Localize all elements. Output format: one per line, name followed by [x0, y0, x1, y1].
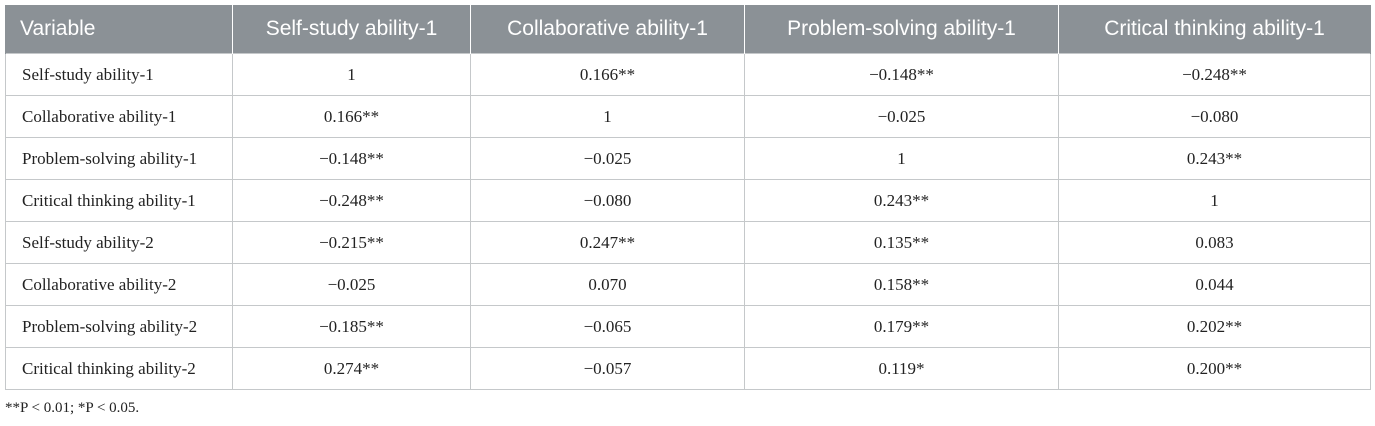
table-cell: −0.025: [470, 137, 745, 180]
table-cell: −0.025: [232, 263, 471, 306]
table-row: Problem-solving ability-1 −0.148** −0.02…: [5, 137, 1371, 180]
table-body: Self-study ability-1 1 0.166** −0.148** …: [5, 53, 1371, 390]
table-cell: 0.070: [470, 263, 745, 306]
table-cell: 1: [232, 53, 471, 96]
table-cell: 0.202**: [1058, 305, 1371, 348]
table-cell: 0.274**: [232, 347, 471, 390]
table-cell: −0.148**: [232, 137, 471, 180]
table-cell: −0.057: [470, 347, 745, 390]
row-label: Critical thinking ability-1: [5, 179, 233, 222]
table-cell: 0.166**: [470, 53, 745, 96]
table-cell: 1: [1058, 179, 1371, 222]
header-collaborative-ability-1: Collaborative ability-1: [470, 5, 745, 54]
table-cell: 0.044: [1058, 263, 1371, 306]
row-label: Problem-solving ability-1: [5, 137, 233, 180]
row-label: Collaborative ability-1: [5, 95, 233, 138]
row-label: Critical thinking ability-2: [5, 347, 233, 390]
table-cell: 1: [470, 95, 745, 138]
table-row: Critical thinking ability-1 −0.248** −0.…: [5, 179, 1371, 222]
table-cell: 0.179**: [744, 305, 1059, 348]
row-label: Self-study ability-2: [5, 221, 233, 264]
table-cell: −0.080: [470, 179, 745, 222]
header-row: Variable Self-study ability-1 Collaborat…: [5, 5, 1371, 54]
correlation-table-container: Variable Self-study ability-1 Collaborat…: [5, 5, 1371, 390]
table-cell: 0.119*: [744, 347, 1059, 390]
table-cell: 0.083: [1058, 221, 1371, 264]
table-cell: −0.025: [744, 95, 1059, 138]
table-cell: 0.135**: [744, 221, 1059, 264]
header-variable: Variable: [5, 5, 233, 54]
table-cell: 1: [744, 137, 1059, 180]
table-row: Problem-solving ability-2 −0.185** −0.06…: [5, 305, 1371, 348]
correlation-table: Variable Self-study ability-1 Collaborat…: [5, 5, 1371, 390]
table-cell: −0.148**: [744, 53, 1059, 96]
header-self-study-ability-1: Self-study ability-1: [232, 5, 471, 54]
table-row: Self-study ability-1 1 0.166** −0.148** …: [5, 53, 1371, 96]
table-cell: −0.248**: [1058, 53, 1371, 96]
table-cell: −0.080: [1058, 95, 1371, 138]
table-cell: −0.248**: [232, 179, 471, 222]
table-cell: −0.215**: [232, 221, 471, 264]
table-cell: 0.158**: [744, 263, 1059, 306]
header-critical-thinking-ability-1: Critical thinking ability-1: [1058, 5, 1371, 54]
table-row: Critical thinking ability-2 0.274** −0.0…: [5, 347, 1371, 390]
table-cell: 0.200**: [1058, 347, 1371, 390]
table-row: Self-study ability-2 −0.215** 0.247** 0.…: [5, 221, 1371, 264]
table-row: Collaborative ability-1 0.166** 1 −0.025…: [5, 95, 1371, 138]
table-cell: −0.065: [470, 305, 745, 348]
table-row: Collaborative ability-2 −0.025 0.070 0.1…: [5, 263, 1371, 306]
table-header: Variable Self-study ability-1 Collaborat…: [5, 5, 1371, 54]
table-cell: 0.243**: [744, 179, 1059, 222]
table-cell: 0.247**: [470, 221, 745, 264]
table-cell: 0.243**: [1058, 137, 1371, 180]
row-label: Problem-solving ability-2: [5, 305, 233, 348]
header-problem-solving-ability-1: Problem-solving ability-1: [744, 5, 1059, 54]
row-label: Self-study ability-1: [5, 53, 233, 96]
table-cell: 0.166**: [232, 95, 471, 138]
table-footnote: **P < 0.01; *P < 0.05.: [5, 400, 140, 416]
row-label: Collaborative ability-2: [5, 263, 233, 306]
table-cell: −0.185**: [232, 305, 471, 348]
